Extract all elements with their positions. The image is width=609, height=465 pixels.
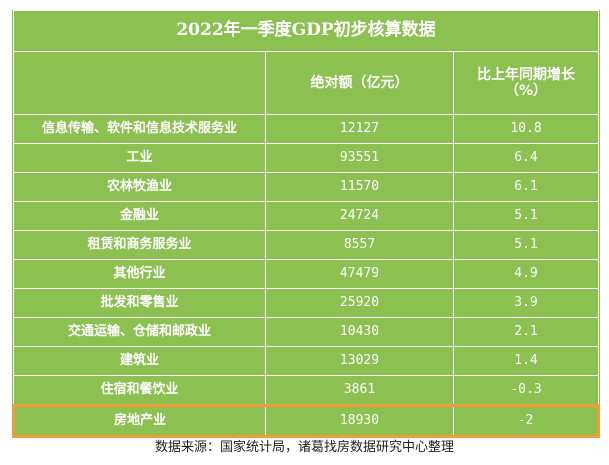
growth-cell: 2.1 — [452, 317, 600, 347]
industry-cell: 信息传输、软件和信息技术服务业 — [13, 114, 266, 144]
industry-cell: 金融业 — [13, 201, 266, 231]
value-cell: 11570 — [265, 172, 454, 202]
value-cell: 47479 — [265, 259, 454, 289]
table-row: 批发和零售业 25920 3.9 — [13, 288, 600, 318]
header-growth-line1: 比上年同期增长 — [477, 66, 575, 83]
industry-cell: 住宿和餐饮业 — [13, 375, 266, 406]
value-cell: 24724 — [265, 201, 454, 231]
header-growth: 比上年同期增长 （%） — [452, 51, 600, 115]
growth-cell: 6.1 — [452, 172, 600, 202]
table-row: 住宿和餐饮业 3861 -0.3 — [13, 375, 600, 406]
industry-cell: 租赁和商务服务业 — [13, 230, 266, 260]
table-row: 金融业 24724 5.1 — [13, 201, 600, 231]
table-title-row: 2022年一季度GDP初步核算数据 — [12, 10, 600, 52]
industry-cell: 交通运输、仓储和邮政业 — [13, 317, 266, 347]
value-cell: 3861 — [265, 375, 454, 406]
industry-cell: 建筑业 — [13, 346, 266, 376]
gdp-table: 2022年一季度GDP初步核算数据 绝对额（亿元） 比上年同期增长 （%） 信息… — [12, 10, 601, 438]
growth-cell: -0.3 — [452, 375, 600, 406]
table-row: 农林牧渔业 11570 6.1 — [13, 172, 600, 202]
table-row: 租赁和商务服务业 8557 5.1 — [13, 230, 600, 260]
data-source-note: 数据来源：国家统计局，诸葛找房数据研究中心整理 — [154, 440, 454, 455]
growth-cell: 5.1 — [452, 201, 600, 231]
table-row: 建筑业 13029 1.4 — [13, 346, 600, 376]
industry-cell: 工业 — [13, 143, 266, 173]
growth-cell: 10.8 — [452, 114, 600, 144]
table-title: 2022年一季度GDP初步核算数据 — [12, 10, 600, 52]
table-row: 其他行业 47479 4.9 — [13, 259, 600, 289]
growth-cell: 5.1 — [452, 230, 600, 260]
table-header-row: 绝对额（亿元） 比上年同期增长 （%） — [13, 51, 600, 115]
growth-cell: -2 — [452, 404, 601, 438]
value-cell: 8557 — [265, 230, 454, 260]
value-cell: 93551 — [265, 143, 454, 173]
table-row: 房地产业 18930 -2 — [12, 404, 601, 438]
industry-cell: 房地产业 — [12, 404, 266, 438]
industry-cell: 农林牧渔业 — [13, 172, 266, 202]
table-row: 交通运输、仓储和邮政业 10430 2.1 — [13, 317, 600, 347]
industry-cell: 批发和零售业 — [13, 288, 266, 318]
value-cell: 12127 — [265, 114, 454, 144]
value-cell: 18930 — [265, 404, 454, 438]
growth-cell: 3.9 — [452, 288, 600, 318]
gdp-table-container: 2022年一季度GDP初步核算数据 绝对额（亿元） 比上年同期增长 （%） 信息… — [12, 10, 601, 438]
value-cell: 25920 — [265, 288, 454, 318]
growth-cell: 1.4 — [452, 346, 600, 376]
growth-cell: 6.4 — [452, 143, 600, 173]
industry-cell: 其他行业 — [13, 259, 266, 289]
header-industry — [13, 51, 266, 115]
table-body: 信息传输、软件和信息技术服务业 12127 10.8 工业 93551 6.4 农林牧渔业 1… — [12, 114, 601, 438]
value-cell: 10430 — [265, 317, 454, 347]
value-cell: 13029 — [265, 346, 454, 376]
header-growth-line2: （%） — [504, 83, 548, 99]
table-row: 工业 93551 6.4 — [13, 143, 600, 173]
header-value: 绝对额（亿元） — [265, 51, 454, 115]
growth-cell: 4.9 — [452, 259, 600, 289]
table-row: 信息传输、软件和信息技术服务业 12127 10.8 — [13, 114, 600, 144]
